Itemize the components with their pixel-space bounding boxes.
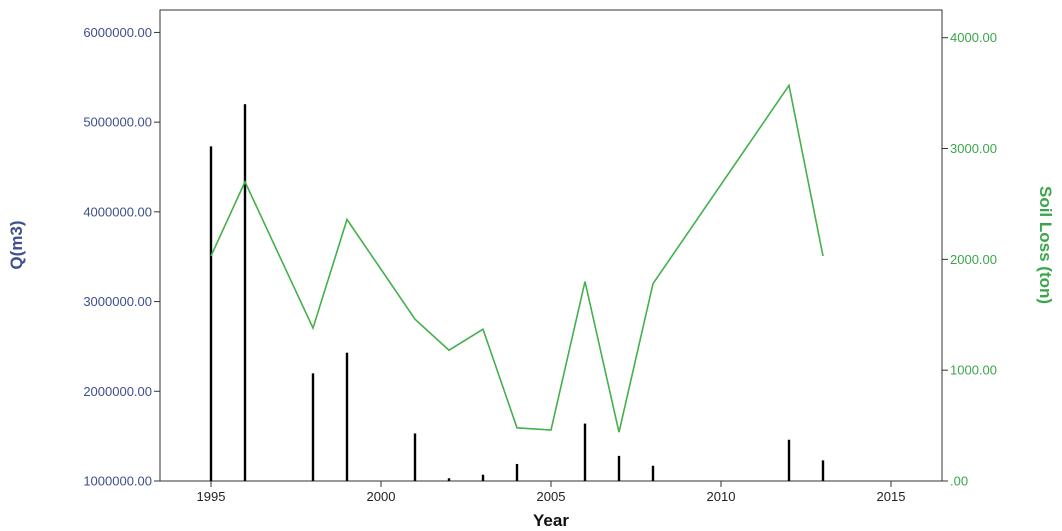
x-tick-label: 2010 [707,489,736,504]
bar-2008 [651,465,655,481]
plot-area [159,9,943,482]
bar-2006 [583,423,587,481]
y-right-tick-label: .00 [950,474,968,489]
x-axis: 1995 2000 2005 2010 2015 [197,481,906,504]
bar-2013 [821,460,825,481]
bar-1996 [243,104,247,481]
y-axis-left-label: Q(m3) [7,220,26,269]
x-axis-label: Year [533,511,569,530]
bar-1995 [209,146,213,481]
x-tick-label: 1995 [197,489,226,504]
y-right-tick-label: 1000.00 [950,363,997,378]
y-right-tick-label: 2000.00 [950,252,997,267]
x-tick-label: 2005 [537,489,566,504]
bar-1998 [311,373,315,481]
y-left-tick-label: 2000000.00 [83,384,152,399]
x-tick-label: 2015 [877,489,906,504]
bar-2001 [413,433,417,481]
left-axis: 1000000.00 2000000.00 3000000.00 4000000.00… [83,25,160,489]
y-left-tick-label: 6000000.00 [83,25,152,40]
bar-1999 [345,352,349,481]
bar-2007 [617,455,621,481]
y-axis-right-label: Soil Loss (ton) [1036,186,1055,304]
bar-2003 [481,474,485,481]
bar-2012 [787,439,791,481]
line-series [210,83,824,433]
y-right-tick-label: 4000.00 [950,30,997,45]
bar-series [209,104,825,481]
y-left-tick-label: 5000000.00 [83,115,152,130]
y-right-tick-label: 3000.00 [950,141,997,156]
y-left-tick-label: 4000000.00 [83,204,152,219]
y-left-tick-label: 3000000.00 [83,294,152,309]
y-left-tick-label: 1000000.00 [83,474,152,489]
plot-frame [159,9,943,482]
x-tick-label: 2000 [367,489,396,504]
bar-2004 [515,463,519,481]
right-axis: .00 1000.00 2000.00 3000.00 4000.00 [942,30,997,489]
soil-loss-line [210,83,824,433]
bar-2002 [447,478,451,481]
